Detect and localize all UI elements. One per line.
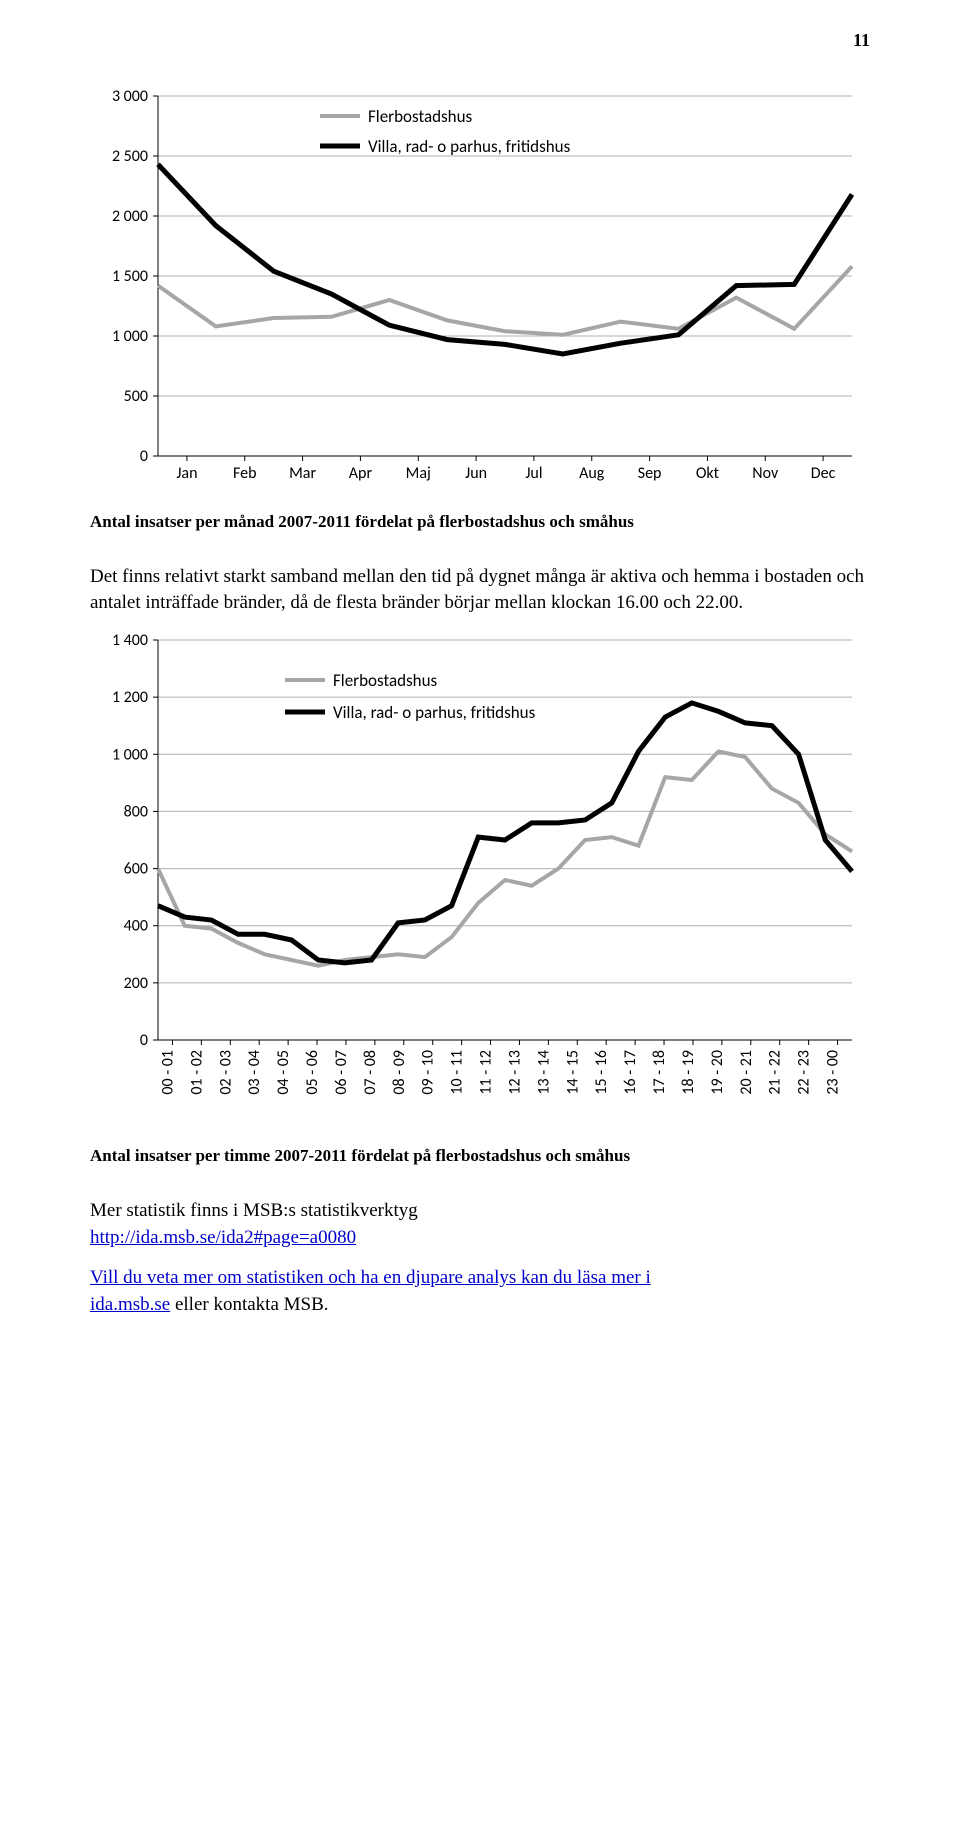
svg-text:Maj: Maj xyxy=(406,464,431,483)
svg-text:Flerbostadshus: Flerbostadshus xyxy=(333,670,438,691)
svg-text:1 000: 1 000 xyxy=(112,327,148,346)
svg-text:16 - 17: 16 - 17 xyxy=(621,1050,640,1095)
svg-text:2 500: 2 500 xyxy=(112,147,148,166)
svg-text:400: 400 xyxy=(124,917,148,936)
svg-text:23 - 00: 23 - 00 xyxy=(824,1050,843,1095)
caption-chart2: Antal insatser per timme 2007-2011 förde… xyxy=(90,1145,870,1168)
svg-text:19 - 20: 19 - 20 xyxy=(708,1050,727,1095)
page-number: 11 xyxy=(90,30,870,51)
refs-tail: eller kontakta MSB. xyxy=(170,1294,328,1315)
svg-text:11 - 12: 11 - 12 xyxy=(477,1050,496,1095)
svg-text:2 000: 2 000 xyxy=(112,207,148,226)
svg-text:1 400: 1 400 xyxy=(112,631,148,650)
svg-text:1 500: 1 500 xyxy=(112,267,148,286)
svg-text:Okt: Okt xyxy=(696,464,720,483)
svg-text:06 - 07: 06 - 07 xyxy=(332,1050,351,1095)
svg-text:Villa, rad- o parhus, fritidsh: Villa, rad- o parhus, fritidshus xyxy=(368,136,571,157)
caption-chart1: Antal insatser per månad 2007-2011 förde… xyxy=(90,511,870,534)
svg-text:Apr: Apr xyxy=(349,464,373,483)
svg-text:600: 600 xyxy=(124,860,148,879)
svg-text:09 - 10: 09 - 10 xyxy=(419,1050,438,1095)
svg-text:Jun: Jun xyxy=(465,464,487,483)
svg-text:Flerbostadshus: Flerbostadshus xyxy=(368,106,473,127)
svg-text:0: 0 xyxy=(140,1031,148,1050)
svg-text:Dec: Dec xyxy=(811,464,836,483)
chart-hourly: 0 200 400 600 800 1 000 1 200 1 400 00 - 01 01 - … xyxy=(90,625,870,1125)
svg-text:14 - 15: 14 - 15 xyxy=(563,1050,582,1095)
svg-text:02 - 03: 02 - 03 xyxy=(216,1050,235,1095)
svg-text:Feb: Feb xyxy=(233,464,256,483)
refs-intro: Mer statistik finns i MSB:s statistikver… xyxy=(90,1200,418,1221)
svg-text:08 - 09: 08 - 09 xyxy=(390,1050,409,1095)
svg-text:20 - 21: 20 - 21 xyxy=(737,1050,756,1095)
svg-text:3 000: 3 000 xyxy=(112,87,148,106)
svg-text:13 - 14: 13 - 14 xyxy=(534,1050,553,1095)
svg-text:200: 200 xyxy=(124,974,148,993)
refs-link-3[interactable]: ida.msb.se xyxy=(90,1294,170,1315)
svg-text:Villa, rad- o parhus, fritidsh: Villa, rad- o parhus, fritidshus xyxy=(333,702,536,723)
svg-text:12 - 13: 12 - 13 xyxy=(505,1050,524,1095)
svg-text:21 - 22: 21 - 22 xyxy=(766,1050,785,1095)
svg-text:Nov: Nov xyxy=(752,464,779,483)
svg-text:22 - 23: 22 - 23 xyxy=(795,1050,814,1095)
svg-text:07 - 08: 07 - 08 xyxy=(361,1050,380,1095)
svg-text:10 - 11: 10 - 11 xyxy=(448,1050,467,1095)
svg-text:03 - 04: 03 - 04 xyxy=(245,1050,264,1095)
svg-text:Jan: Jan xyxy=(176,464,197,483)
svg-text:04 - 05: 04 - 05 xyxy=(274,1050,293,1095)
svg-text:15 - 16: 15 - 16 xyxy=(592,1050,611,1095)
svg-text:1 000: 1 000 xyxy=(112,746,148,765)
svg-text:05 - 06: 05 - 06 xyxy=(303,1050,322,1095)
references-block: Mer statistik finns i MSB:s statistikver… xyxy=(90,1198,870,1318)
svg-text:Mar: Mar xyxy=(289,464,316,483)
svg-text:Aug: Aug xyxy=(579,464,605,483)
svg-text:500: 500 xyxy=(124,387,148,406)
svg-text:Jul: Jul xyxy=(525,464,542,483)
svg-text:800: 800 xyxy=(124,803,148,822)
svg-text:00 - 01: 00 - 01 xyxy=(158,1050,177,1095)
svg-text:0: 0 xyxy=(140,447,148,466)
refs-link[interactable]: http://ida.msb.se/ida2#page=a0080 xyxy=(90,1227,356,1248)
refs-link-2[interactable]: Vill du veta mer om statistiken och ha e… xyxy=(90,1267,651,1288)
svg-text:01 - 02: 01 - 02 xyxy=(187,1050,206,1095)
svg-text:1 200: 1 200 xyxy=(112,688,148,707)
body-paragraph: Det finns relativt starkt samband mellan… xyxy=(90,564,870,615)
chart-monthly: 0 500 1 000 1 500 2 000 2 500 3 000 Jan Feb Mar Ap… xyxy=(90,81,870,491)
svg-text:Sep: Sep xyxy=(638,464,662,483)
svg-text:17 - 18: 17 - 18 xyxy=(650,1050,669,1095)
svg-text:18 - 19: 18 - 19 xyxy=(679,1050,698,1095)
